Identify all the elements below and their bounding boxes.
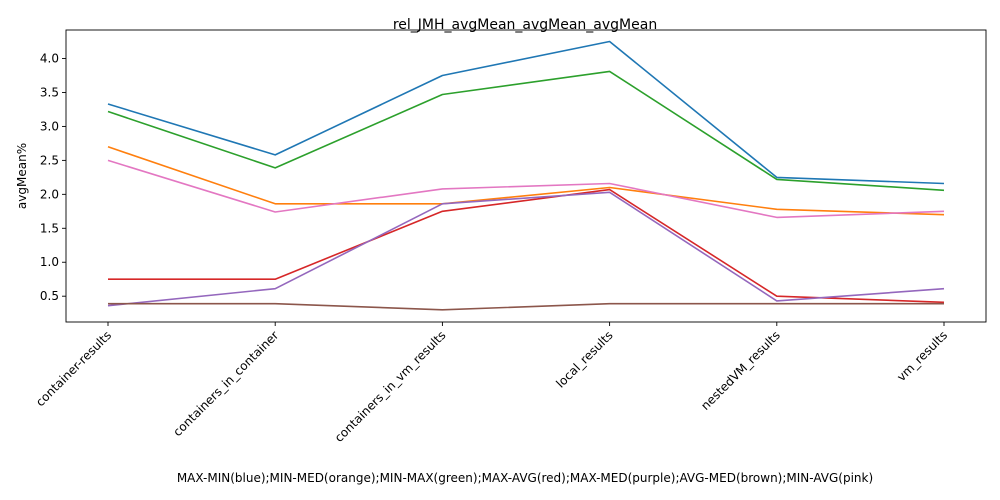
x-axis-ticks: container-results containers_in_container… <box>33 322 950 445</box>
y-tick-label: 1.0 <box>40 255 59 269</box>
series-line <box>108 302 944 311</box>
x-tick-label: vm_results <box>894 328 950 384</box>
x-tick-label: containers_in_vm_results <box>332 328 449 445</box>
series-line <box>107 70 945 192</box>
y-tick-label: 2.0 <box>40 187 59 201</box>
x-axis-label: MAX-MIN(blue);MIN-MED(orange);MIN-MAX(gr… <box>177 471 873 485</box>
y-tick-label: 1.5 <box>40 221 59 235</box>
y-tick-label: 2.5 <box>40 153 59 167</box>
y-tick-label: 0.5 <box>40 289 59 303</box>
x-tick-label: nestedVM_results <box>698 328 783 413</box>
series-line <box>107 191 945 307</box>
x-tick-label: container-results <box>33 328 114 409</box>
series-line <box>107 159 945 219</box>
chart-title: rel_JMH_avgMean_avgMean_avgMean <box>393 17 657 33</box>
y-tick-label: 3.5 <box>40 85 59 99</box>
series-line <box>107 146 945 216</box>
y-tick-label: 4.0 <box>40 52 59 66</box>
series-lines <box>107 40 945 311</box>
x-tick-label: containers_in_container <box>170 328 281 439</box>
y-tick-label: 3.0 <box>40 119 59 133</box>
y-axis-ticks: 0.5 1.0 1.5 2.0 2.5 3.0 3.5 4.0 <box>40 52 66 303</box>
y-axis-label: avgMean% <box>15 143 29 209</box>
x-tick-label: local_results <box>553 328 615 390</box>
series-line <box>108 188 945 304</box>
series-line <box>107 40 945 185</box>
plot-frame <box>65 29 987 323</box>
